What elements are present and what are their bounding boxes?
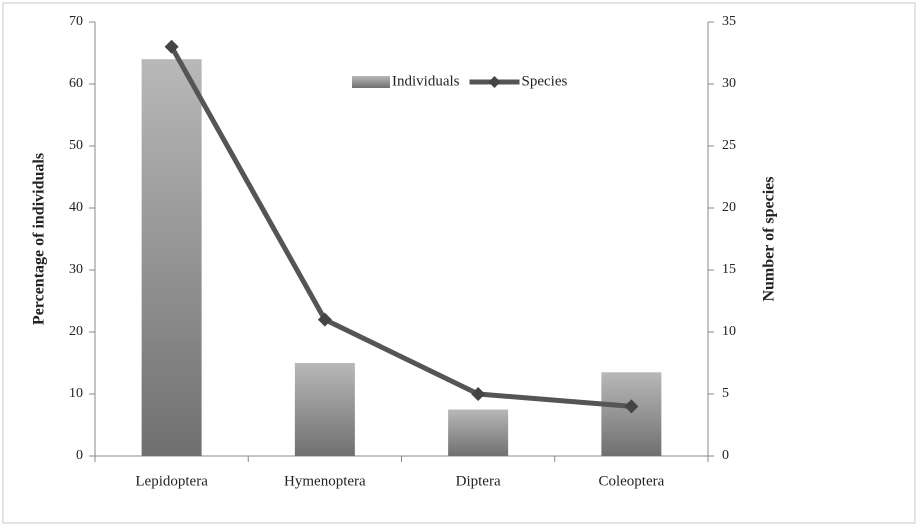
- y-tick-label: 20: [69, 324, 83, 339]
- y-tick-label: 70: [69, 14, 83, 29]
- y-tick-label: 30: [69, 262, 83, 277]
- x-tick-label: Coleoptera: [598, 473, 664, 489]
- y2-axis-title: Number of species: [761, 176, 778, 301]
- line-marker: [164, 39, 179, 54]
- y2-tick-label: 35: [722, 14, 736, 29]
- y2-tick-label: 0: [722, 448, 729, 463]
- legend-label: Individuals: [392, 73, 460, 89]
- x-tick-label: Hymenoptera: [284, 473, 366, 489]
- y2-tick-label: 10: [722, 324, 736, 339]
- y-tick-label: 50: [69, 138, 83, 153]
- y2-tick-label: 15: [722, 262, 736, 277]
- y-axis-title: Percentage of individuals: [31, 153, 48, 325]
- y2-tick-label: 20: [722, 200, 736, 215]
- bar: [294, 363, 355, 456]
- bar: [448, 409, 509, 456]
- y2-tick-label: 30: [722, 76, 736, 91]
- x-tick-label: Diptera: [456, 473, 501, 489]
- line-marker: [624, 399, 639, 414]
- line-marker: [471, 387, 486, 401]
- line-marker: [317, 312, 332, 327]
- line: [169, 45, 632, 409]
- x-tick-label: Lepidoptera: [135, 473, 208, 489]
- y2-tick-label: 25: [722, 138, 736, 153]
- bar: [141, 59, 202, 456]
- legend-label: Species: [522, 73, 568, 89]
- y2-tick-label: 5: [722, 386, 729, 401]
- legend-marker: [488, 76, 501, 88]
- y-tick-label: 10: [69, 386, 83, 401]
- bar: [601, 372, 662, 456]
- y-tick-label: 40: [69, 200, 83, 215]
- y-tick-label: 60: [69, 76, 83, 91]
- y-tick-label: 0: [76, 448, 83, 463]
- legend-swatch: [352, 76, 390, 88]
